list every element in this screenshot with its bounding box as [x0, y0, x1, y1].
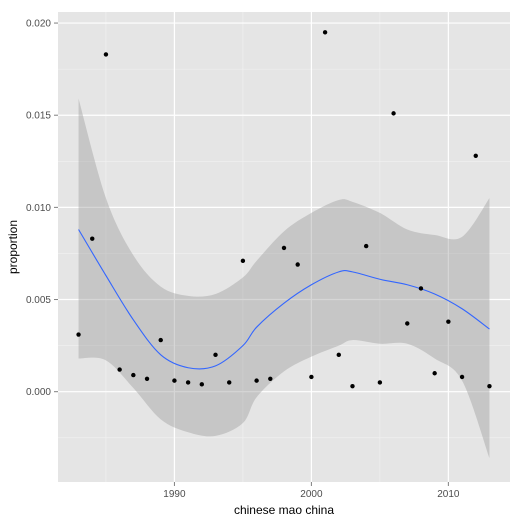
data-point: [391, 111, 396, 116]
data-point: [487, 383, 492, 389]
x-tick-label: 2010: [437, 489, 460, 500]
x-tick-label: 1990: [163, 489, 186, 500]
smooth-line: [78, 229, 490, 370]
data-point: [363, 243, 369, 249]
data-point: [432, 371, 437, 376]
y-axis-title: proportion: [6, 220, 20, 274]
y-tick-label: 0.010: [26, 203, 51, 214]
data-point: [377, 380, 383, 385]
data-point: [117, 367, 122, 372]
data-point: [185, 380, 191, 385]
data-point: [446, 319, 451, 324]
data-point: [144, 376, 150, 381]
data-point: [295, 262, 300, 267]
data-point: [103, 52, 109, 57]
confidence-band: [78, 98, 490, 459]
data-point: [199, 382, 205, 387]
data-point: [172, 378, 177, 383]
y-tick-label: 0.015: [26, 111, 51, 122]
data-point: [268, 376, 273, 381]
data-point: [131, 372, 136, 378]
data-point: [459, 374, 465, 380]
points-layer: [76, 30, 492, 389]
data-point: [213, 352, 218, 358]
data-point: [158, 337, 163, 343]
data-point: [405, 321, 410, 326]
data-point: [90, 236, 95, 241]
data-point: [418, 286, 424, 291]
grid-lines: [58, 12, 510, 482]
x-tick-label: 2000: [300, 489, 323, 500]
data-point: [350, 383, 355, 389]
data-point: [254, 378, 259, 383]
smooth-line-layer: [78, 229, 490, 370]
axes: 1990 2000 2010 0.000 0.005 0.010 0.015 0.020: [26, 19, 460, 500]
data-point: [281, 245, 287, 251]
data-point: [473, 153, 478, 158]
data-point: [227, 380, 232, 385]
data-point: [76, 332, 81, 337]
confidence-band-layer: [78, 98, 490, 459]
data-point: [336, 352, 341, 358]
x-axis-title: chinese mao china: [234, 503, 334, 517]
data-point: [240, 258, 246, 264]
data-point: [309, 374, 314, 380]
y-tick-label: 0.005: [26, 295, 51, 306]
y-tick-label: 0.000: [26, 387, 51, 398]
y-tick-label: 0.020: [26, 19, 51, 30]
data-point: [322, 30, 328, 35]
